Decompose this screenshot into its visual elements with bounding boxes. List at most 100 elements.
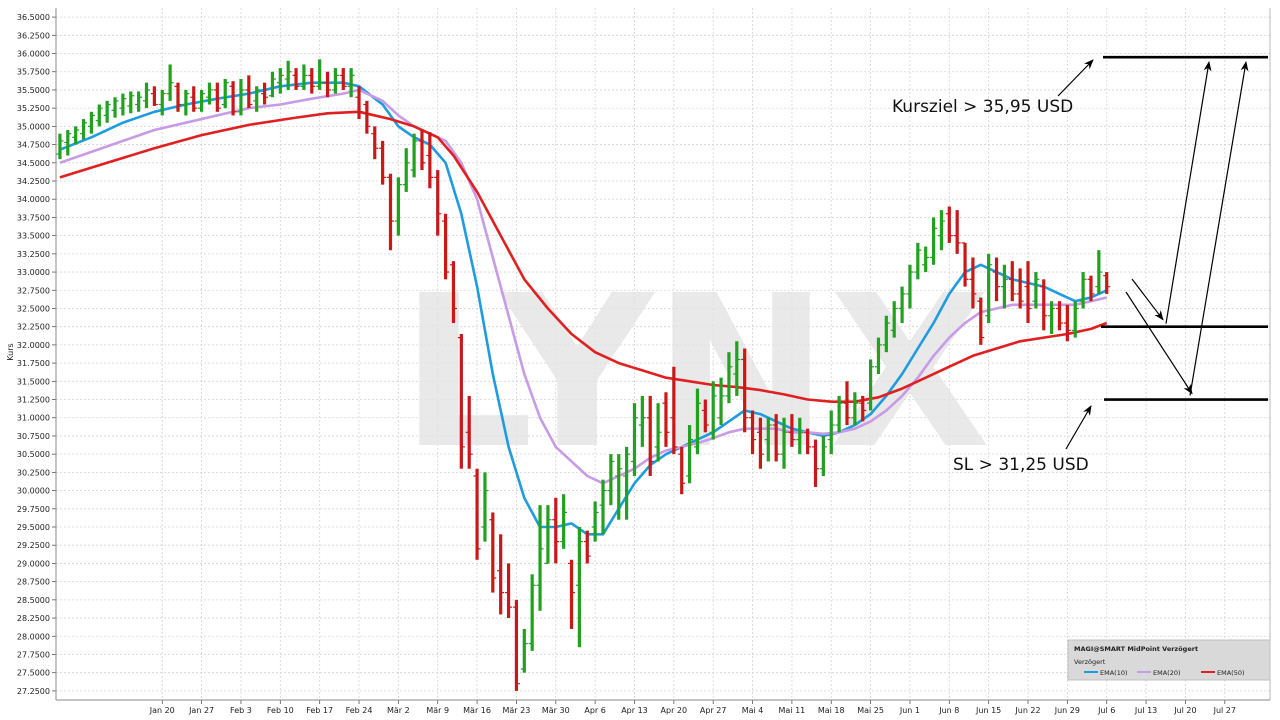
- ohlc-bar: [355, 86, 363, 120]
- bar-range: [207, 82, 212, 105]
- y-tick-label: 30.5000: [17, 450, 50, 459]
- bar-range: [302, 64, 306, 90]
- annotation-arrow: [1125, 291, 1193, 395]
- bar-range: [89, 111, 94, 134]
- y-tick-label: 28.2500: [17, 614, 50, 623]
- bar-range: [577, 527, 581, 648]
- bar-range: [294, 68, 298, 90]
- x-axis: Jan 20 Jan 27 Feb 3 Feb 10 Feb 17 Feb 24 Mär 2…: [56, 699, 1270, 715]
- bar-range: [144, 82, 149, 109]
- y-tick-label: 30.2500: [17, 468, 50, 477]
- bar-range: [971, 257, 975, 309]
- ohlc-bar: [347, 68, 355, 98]
- ohlc-bar: [961, 242, 969, 287]
- bar-range: [963, 242, 967, 287]
- ohlc-bar: [914, 242, 922, 280]
- ohlc-bar: [371, 126, 379, 160]
- ohlc-bar: [930, 217, 938, 265]
- bar-range: [876, 337, 881, 375]
- bar-range: [1010, 261, 1014, 302]
- y-tick-label: 34.5000: [17, 159, 50, 168]
- x-tick-label: Mär 23: [503, 706, 531, 715]
- bar-range: [129, 91, 133, 114]
- ohlc-bar: [985, 253, 993, 324]
- x-tick-label: Jun 1: [899, 706, 920, 715]
- bar-range: [821, 435, 825, 477]
- y-tick-label: 36.5000: [17, 13, 50, 22]
- y-tick-label: 34.7500: [17, 141, 50, 150]
- bar-range: [727, 352, 731, 404]
- ohlc-bar: [741, 348, 749, 433]
- target-label: Kursziel > 35,95 USD: [892, 97, 1073, 117]
- bar-range: [955, 210, 959, 254]
- ohlc-bar: [213, 82, 221, 112]
- y-tick-label: 35.2500: [17, 104, 50, 113]
- y-tick-label: 27.7500: [17, 650, 50, 659]
- bar-range: [924, 246, 928, 273]
- bar-range: [813, 439, 818, 487]
- bar-range: [318, 59, 322, 90]
- x-tick-label: Apr 6: [584, 706, 605, 715]
- x-tick-label: Jul 27: [1213, 706, 1236, 715]
- x-tick-label: Feb 17: [306, 706, 333, 715]
- bar-range: [931, 217, 936, 265]
- ohlc-bar: [772, 414, 780, 462]
- x-tick-label: Feb 24: [346, 706, 373, 715]
- ohlc-bar: [1048, 301, 1056, 334]
- ohlc-bar: [536, 505, 544, 611]
- ohlc-bar: [843, 381, 851, 426]
- y-tick-label: 28.0000: [17, 632, 50, 641]
- ohlc-bar: [560, 494, 568, 549]
- x-tick-label: Jun 8: [938, 706, 959, 715]
- ohlc-bar: [394, 177, 402, 236]
- bar-range: [711, 381, 715, 440]
- bar-range: [1089, 275, 1093, 302]
- ohlc-bar: [568, 559, 576, 629]
- ohlc-bar: [379, 140, 387, 185]
- bar-range: [939, 210, 944, 251]
- bar-range: [829, 410, 833, 455]
- bar-range: [357, 86, 361, 120]
- bar-range: [436, 170, 440, 236]
- y-tick-label: 29.2500: [17, 541, 50, 550]
- ohlc-bar: [512, 599, 520, 691]
- bar-range: [719, 377, 723, 426]
- bar-range: [160, 89, 164, 116]
- bar-range: [192, 86, 196, 112]
- bar-range: [215, 82, 219, 112]
- ohlc-bar: [1087, 275, 1095, 302]
- ohlc-bar: [646, 395, 654, 477]
- y-tick-label: 33.5000: [17, 232, 50, 241]
- ohlc-bar: [198, 89, 206, 112]
- bar-range: [562, 494, 566, 549]
- x-tick-label: Mär 16: [463, 706, 491, 715]
- ohlc-bar: [1000, 264, 1008, 309]
- annotation-arrow: [1165, 61, 1212, 324]
- bar-range: [1042, 279, 1046, 331]
- bar-range: [758, 417, 763, 469]
- x-tick-label: Jun 15: [975, 706, 1001, 715]
- bar-range: [798, 417, 802, 455]
- bar-range: [420, 130, 424, 171]
- bar-range: [121, 93, 125, 116]
- bar-range: [656, 403, 660, 462]
- ohlc-bar: [135, 91, 143, 112]
- bar-range: [672, 366, 676, 455]
- ohlc-bar: [1055, 301, 1063, 331]
- ohlc-bar: [276, 68, 284, 94]
- ohlc-bar: [245, 75, 253, 109]
- y-tick-label: 32.7500: [17, 286, 50, 295]
- bar-range: [625, 446, 629, 520]
- bar-range: [443, 213, 448, 280]
- ohlc-bar: [457, 333, 465, 469]
- ohlc-bar: [292, 68, 300, 90]
- bar-range: [499, 534, 503, 615]
- ohlc-bar: [473, 468, 481, 560]
- ohlc-bar: [701, 399, 709, 433]
- bar-range: [255, 86, 259, 112]
- ohlc-bar: [481, 472, 489, 542]
- grid: [56, 8, 1271, 700]
- bar-range: [459, 333, 463, 469]
- legend-title: MAGI@SMART MidPoint Verzögert: [1074, 645, 1198, 653]
